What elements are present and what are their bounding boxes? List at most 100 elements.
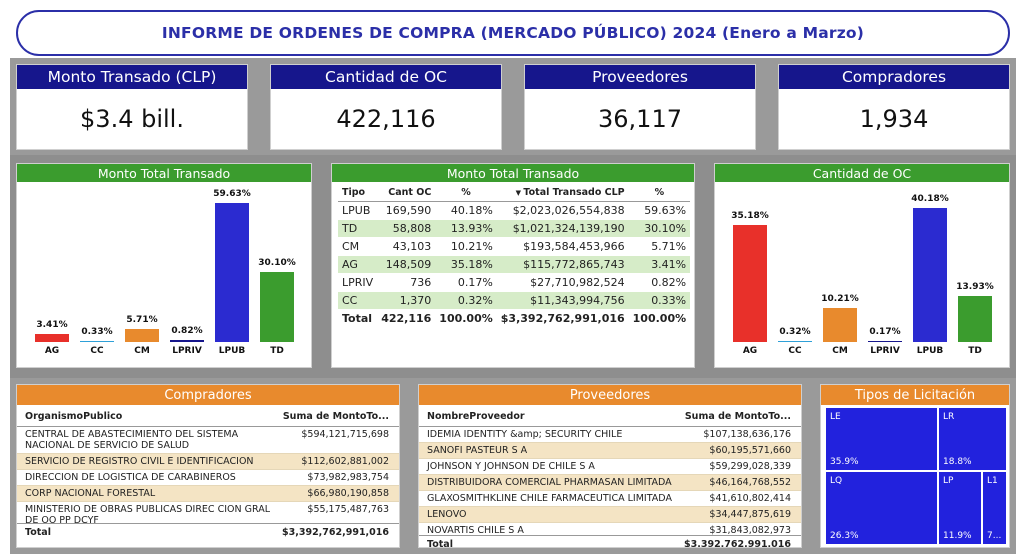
table-cell: 10.21% [435, 237, 497, 256]
list-item[interactable]: LENOVO $34,447,875,619 [419, 507, 801, 523]
cantidad-oc-chart[interactable]: Cantidad de OC 35.18% AG 0.32% CC 10.21% CM 0.… [714, 163, 1010, 368]
item-value: $55,175,487,763 [307, 504, 389, 515]
table-row[interactable]: CC 1,370 0.32% $11,343,994,756 0.33% [338, 291, 691, 310]
list-item[interactable]: NOVARTIS CHILE S A $31,843,082,973 [419, 523, 801, 535]
treemap-tile-le[interactable]: LE 35.9% [825, 407, 938, 471]
table-cell: 30.10% [628, 219, 691, 238]
proveedores-header: NombreProveedor Suma de MontoTo... [419, 405, 801, 427]
item-name: GLAXOSMITHKLINE CHILE FARMACEUTICA LIMIT… [427, 493, 672, 504]
kpi-compradores[interactable]: Compradores 1,934 [778, 64, 1010, 150]
table-row[interactable]: TD 58,808 13.93% $1,021,324,139,190 30.10% [338, 219, 691, 238]
item-value: $112,602,881,002 [301, 456, 389, 467]
monto-total-chart[interactable]: Monto Total Transado 3.41% AG 0.33% CC 5.71%… [16, 163, 312, 368]
data-label: 0.17% [869, 326, 901, 337]
bar-cc[interactable] [778, 340, 812, 342]
tile-name: LP [943, 476, 954, 486]
total-cell: 100.00% [628, 309, 691, 328]
table-cell: 43,103 [377, 237, 436, 256]
list-item[interactable]: JOHNSON Y JOHNSON DE CHILE S A $59,299,02… [419, 459, 801, 475]
table-cell: $193,584,453,966 [496, 237, 629, 256]
bar-td[interactable] [958, 295, 992, 342]
treemap-tile-lq[interactable]: LQ 26.3% [825, 471, 938, 545]
col-header-pct-monto[interactable]: % [628, 184, 691, 202]
bar-lpriv[interactable] [868, 340, 902, 342]
kpi-proveedores[interactable]: Proveedores 36,117 [524, 64, 756, 150]
list-item[interactable]: CENTRAL DE ABASTECIMIENTO DEL SISTEMA NA… [17, 427, 399, 454]
bar-ag[interactable] [733, 224, 767, 342]
proveedores-panel[interactable]: Proveedores NombreProveedor Suma de Mont… [418, 384, 802, 548]
list-item[interactable]: DIRECCION DE LOGISTICA DE CARABINEROS $73… [17, 470, 399, 486]
table-row[interactable]: AG 148,509 35.18% $115,772,865,743 3.41% [338, 255, 691, 274]
col-header-suma-monto[interactable]: Suma de MontoTo... [684, 411, 791, 422]
list-item[interactable]: SERVICIO DE REGISTRO CIVIL E IDENTIFICAC… [17, 454, 399, 470]
category-label: TD [270, 346, 284, 356]
chart-title: Cantidad de OC [715, 164, 1009, 182]
category-label: CC [90, 346, 104, 356]
data-label: 30.10% [258, 257, 296, 268]
chart-title: Monto Total Transado [17, 164, 311, 182]
table-total-row: Total 422,116 100.00% $3,392,762,991,016… [338, 309, 691, 328]
treemap-tile-l1[interactable]: L1 7... [982, 471, 1007, 545]
kpi-value: 422,116 [336, 105, 436, 133]
bar-td[interactable] [260, 271, 294, 342]
table-cell: LPUB [338, 201, 378, 220]
total-cell: $3,392,762,991,016 [496, 309, 629, 328]
tile-name: LQ [830, 476, 843, 486]
total-value: $3,392,762,991,016 [684, 539, 791, 548]
list-item[interactable]: CORP NACIONAL FORESTAL $66,980,190,858 [17, 486, 399, 502]
col-header-tipo[interactable]: Tipo [338, 184, 378, 202]
kpi-value: 1,934 [859, 105, 929, 133]
table-cell: $27,710,982,524 [496, 273, 629, 292]
tile-pct: 26.3% [830, 531, 859, 541]
bar-cm[interactable] [823, 307, 857, 342]
item-value: $31,843,082,973 [709, 525, 791, 535]
compradores-title: Compradores [17, 385, 399, 405]
bar-cc[interactable] [80, 340, 114, 342]
compradores-panel[interactable]: Compradores OrganismoPublico Suma de Mon… [16, 384, 400, 548]
table-row[interactable]: LPUB 169,590 40.18% $2,023,026,554,838 59.63… [338, 201, 691, 220]
table-cell: $115,772,865,743 [496, 255, 629, 274]
treemap-tile-lr[interactable]: LR 18.8% [938, 407, 1007, 471]
col-header-organismo[interactable]: OrganismoPublico [25, 411, 123, 422]
tile-pct: 35.9% [830, 457, 859, 467]
category-label: LPUB [916, 346, 944, 356]
table-cell: CM [338, 237, 378, 256]
bar-lpub[interactable] [913, 208, 947, 342]
bar-lpub[interactable] [215, 202, 249, 342]
treemap-tile-lp[interactable]: LP 11.9% [938, 471, 982, 545]
compradores-total-row: Total $3,392,762,991,016 [17, 523, 399, 541]
tile-pct: 11.9% [943, 531, 972, 541]
item-name: IDEMIA IDENTITY &amp; SECURITY CHILE [427, 429, 623, 440]
list-item[interactable]: DISTRIBUIDORA COMERCIAL PHARMASAN LIMITA… [419, 475, 801, 491]
bar-cm[interactable] [125, 328, 159, 342]
col-header-total-transado[interactable]: ▼ Total Transado CLP [496, 184, 629, 202]
table-cell: 148,509 [377, 255, 436, 274]
data-label: 40.18% [911, 194, 949, 205]
table-row[interactable]: CM 43,103 10.21% $193,584,453,966 5.71% [338, 237, 691, 256]
kpi-label: Cantidad de OC [271, 65, 501, 89]
table-cell: 13.93% [435, 219, 497, 238]
tipos-licitacion-panel[interactable]: Tipos de Licitación LE 35.9% LR 18.8% LQ… [820, 384, 1010, 548]
list-item[interactable]: SANOFI PASTEUR S A $60,195,571,660 [419, 443, 801, 459]
category-label: TD [968, 346, 982, 356]
list-item[interactable]: GLAXOSMITHKLINE CHILE FARMACEUTICA LIMIT… [419, 491, 801, 507]
item-name: LENOVO [427, 509, 467, 520]
item-value: $46,164,768,552 [709, 477, 791, 488]
col-header-nombre-proveedor[interactable]: NombreProveedor [427, 411, 525, 422]
col-header-cant-oc[interactable]: Cant OC [377, 184, 436, 202]
bar-ag[interactable] [35, 334, 69, 342]
list-item[interactable]: IDEMIA IDENTITY &amp; SECURITY CHILE $107… [419, 427, 801, 443]
bar-lpriv[interactable] [170, 340, 204, 342]
data-label: 5.71% [126, 314, 158, 325]
col-header-pct-oc[interactable]: % [435, 184, 497, 202]
total-cell: Total [338, 309, 378, 328]
kpi-cantidad-oc[interactable]: Cantidad de OC 422,116 [270, 64, 502, 150]
col-header-suma-monto[interactable]: Suma de MontoTo... [282, 411, 389, 422]
item-name: DISTRIBUIDORA COMERCIAL PHARMASAN LIMITA… [427, 477, 672, 488]
tile-pct: 7... [987, 531, 1002, 541]
table-row[interactable]: LPRIV 736 0.17% $27,710,982,524 0.82% [338, 273, 691, 292]
list-item[interactable]: MINISTERIO DE OBRAS PUBLICAS DIREC CION … [17, 502, 399, 523]
kpi-monto-transado[interactable]: Monto Transado (CLP) $3.4 bill. [16, 64, 248, 150]
item-name: CENTRAL DE ABASTECIMIENTO DEL SISTEMA NA… [25, 429, 239, 451]
data-label: 35.18% [731, 210, 769, 221]
